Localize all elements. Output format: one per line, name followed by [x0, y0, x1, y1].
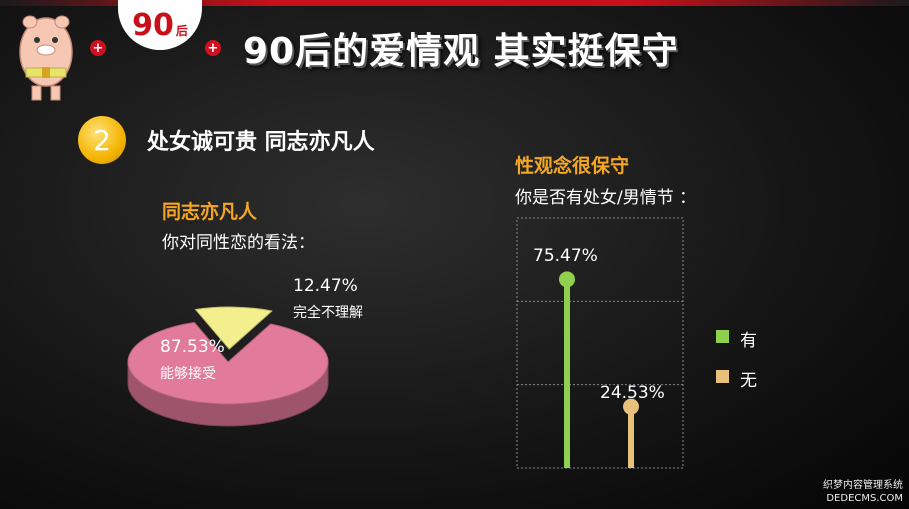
pie-label-text-1: 能够接受	[160, 366, 216, 382]
bar-point-2	[623, 398, 639, 415]
legend-label-1: 有	[740, 331, 757, 351]
bar-label-2: 24.53%	[600, 383, 665, 403]
bar-point-1	[559, 271, 575, 288]
pie-chart	[127, 306, 329, 427]
mascot-icon	[19, 15, 73, 101]
plus-icon-right: +	[205, 40, 221, 56]
badge-90: 90 后	[118, 0, 202, 50]
legend-swatch-1	[716, 330, 729, 343]
bar-label-1: 75.47%	[533, 246, 598, 266]
pie-chart-subtitle: 你对同性恋的看法：	[162, 233, 315, 253]
badge-number: 90	[132, 7, 174, 43]
bar-chart-title: 性观念很保守	[515, 155, 630, 177]
pie-label-text-2: 完全不理解	[293, 305, 363, 321]
pie-label-pct-1: 87.53%	[160, 337, 225, 357]
page-title: 90后的爱情观 其实挺保守	[243, 31, 679, 72]
legend-swatch-2	[716, 370, 729, 383]
watermark-line2: DEDECMS.COM	[826, 493, 903, 504]
section-title: 处女诚可贵 同志亦凡人	[147, 130, 375, 155]
legend-label-2: 无	[740, 371, 757, 391]
top-accent-bar	[0, 0, 909, 6]
bar-chart	[516, 217, 684, 469]
bar-2	[623, 398, 639, 468]
bar-1	[559, 271, 575, 468]
pie-label-pct-2: 12.47%	[293, 276, 358, 296]
badge-suffix: 后	[175, 23, 188, 38]
bar-stem-2	[628, 406, 634, 468]
watermark-line1: 织梦内容管理系统	[823, 480, 903, 491]
pie-slice-2	[194, 306, 273, 350]
plus-icon-left: +	[90, 40, 106, 56]
section-number-badge: 2	[78, 116, 126, 164]
bar-stem-1	[564, 279, 570, 468]
pie-chart-title: 同志亦凡人	[162, 201, 258, 223]
watermark: 织梦内容管理系统 DEDECMS.COM	[823, 479, 903, 505]
pie-slice-1	[127, 321, 329, 427]
bar-chart-subtitle: 你是否有处女/男情节 ：	[515, 188, 697, 208]
